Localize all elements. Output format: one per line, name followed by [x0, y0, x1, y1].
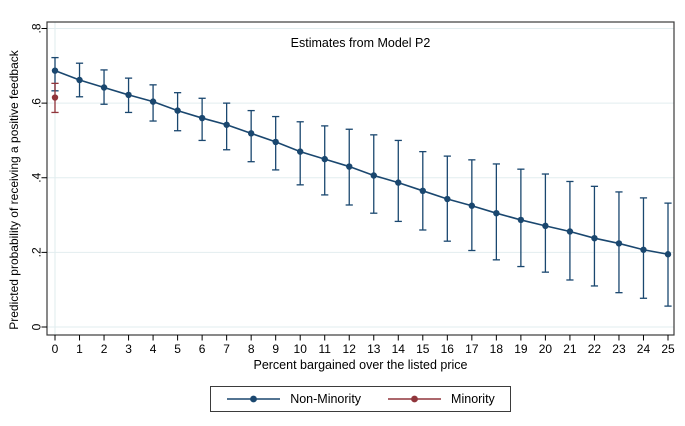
x-axis-title: Percent bargained over the listed price	[253, 358, 468, 372]
svg-text:17: 17	[465, 342, 479, 356]
svg-text:20: 20	[539, 342, 553, 356]
plot-border	[46, 21, 675, 336]
svg-text:24: 24	[637, 342, 651, 356]
svg-text:.6: .6	[30, 98, 44, 108]
svg-text:.2: .2	[30, 247, 44, 257]
non-minority-line-icon	[227, 395, 281, 403]
svg-text:7: 7	[223, 342, 230, 356]
svg-text:2: 2	[101, 342, 108, 356]
svg-text:21: 21	[563, 342, 577, 356]
legend-label-non-minority: Non-Minority	[290, 392, 362, 406]
svg-text:25: 25	[661, 342, 675, 356]
svg-text:3: 3	[125, 342, 132, 356]
minority-line-icon	[388, 395, 442, 403]
svg-text:9: 9	[272, 342, 279, 356]
legend: Non-Minority Minority	[210, 386, 511, 412]
svg-text:1: 1	[76, 342, 83, 356]
svg-text:11: 11	[318, 342, 331, 356]
svg-text:12: 12	[343, 342, 357, 356]
svg-text:19: 19	[514, 342, 528, 356]
y-axis-title: Predicted probability of receiving a pos…	[7, 50, 21, 330]
x-tick-labels: 0 1 2 3 4 5 6 7 8 9 10 11 12 13 14 15 16 17 18 19 20 21 22 23 24…	[52, 342, 675, 356]
svg-text:6: 6	[199, 342, 206, 356]
svg-text:0: 0	[30, 323, 44, 330]
svg-text:4: 4	[150, 342, 157, 356]
svg-text:14: 14	[392, 342, 406, 356]
legend-item-minority: Minority	[387, 392, 495, 406]
y-tick-labels: 0 .2 .4 .6 .8	[30, 23, 44, 330]
gridlines	[47, 22, 674, 335]
svg-text:13: 13	[367, 342, 381, 356]
svg-text:22: 22	[588, 342, 602, 356]
plot-title: Estimates from Model P2	[290, 36, 431, 50]
legend-label-minority: Minority	[451, 392, 495, 406]
svg-text:16: 16	[441, 342, 455, 356]
axis-ticks	[41, 28, 669, 341]
svg-text:10: 10	[294, 342, 308, 356]
non-minority-series	[51, 56, 672, 307]
svg-text:23: 23	[612, 342, 626, 356]
svg-text:18: 18	[490, 342, 504, 356]
minority-series	[51, 82, 59, 114]
svg-text:15: 15	[416, 342, 430, 356]
svg-text:0: 0	[52, 342, 59, 356]
svg-text:.4: .4	[30, 172, 44, 182]
svg-text:8: 8	[248, 342, 255, 356]
svg-text:.8: .8	[30, 23, 44, 33]
svg-text:5: 5	[174, 342, 181, 356]
legend-item-non-minority: Non-Minority	[226, 392, 361, 406]
